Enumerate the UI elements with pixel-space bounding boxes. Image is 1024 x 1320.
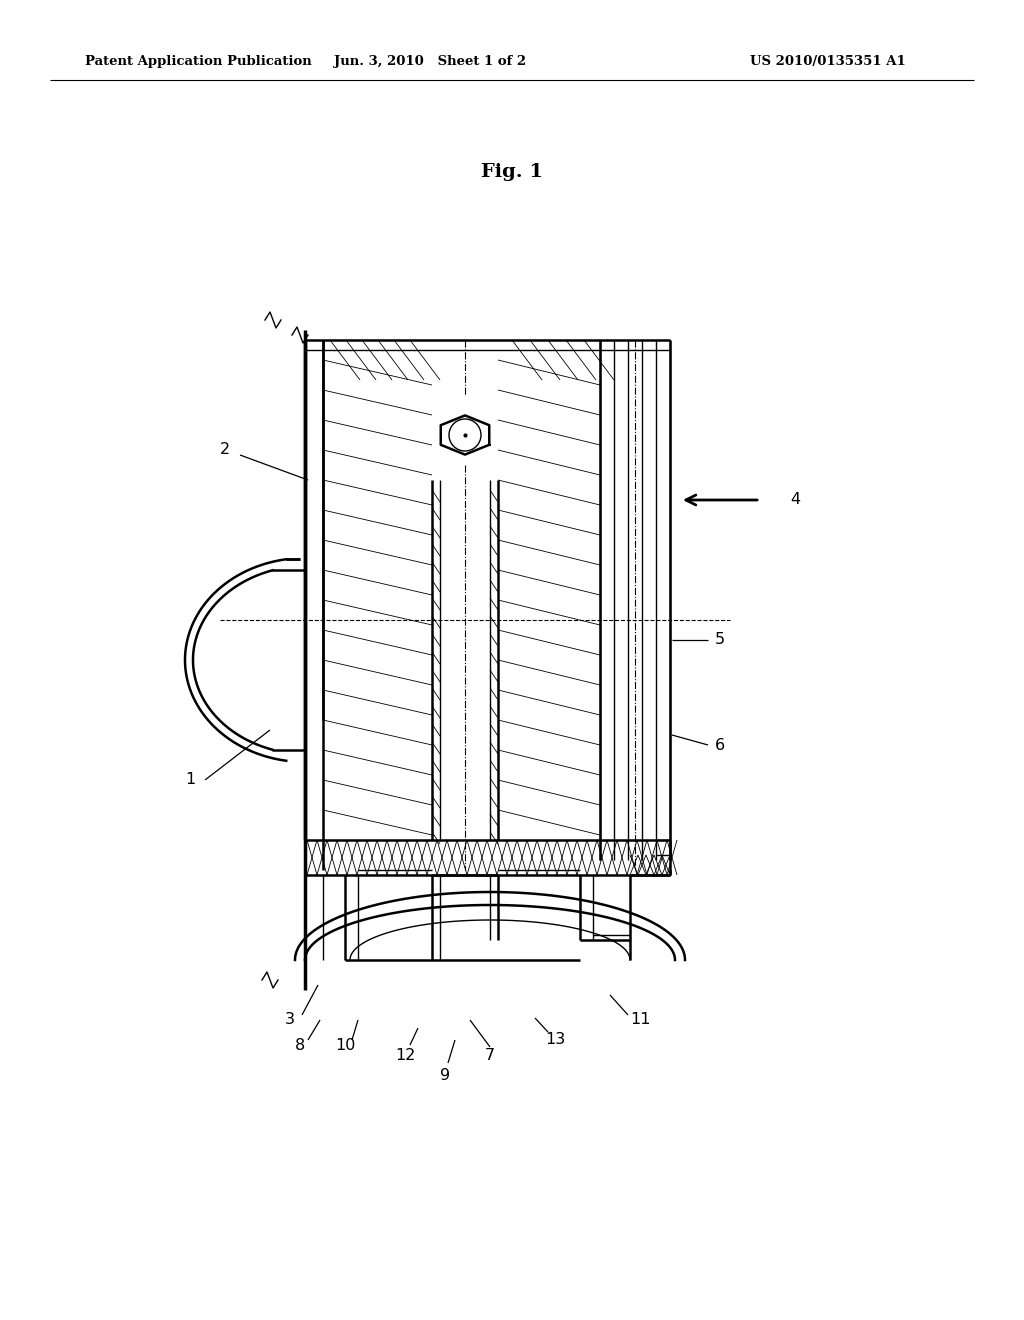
Text: Patent Application Publication: Patent Application Publication [85, 55, 311, 69]
Text: Fig. 1: Fig. 1 [481, 162, 543, 181]
Text: 2: 2 [220, 442, 230, 458]
Text: 13: 13 [545, 1032, 565, 1048]
Text: 5: 5 [715, 632, 725, 648]
Text: 11: 11 [630, 1012, 650, 1027]
Text: 4: 4 [790, 492, 800, 507]
Text: Jun. 3, 2010   Sheet 1 of 2: Jun. 3, 2010 Sheet 1 of 2 [334, 55, 526, 69]
Text: US 2010/0135351 A1: US 2010/0135351 A1 [750, 55, 906, 69]
Text: 3: 3 [285, 1012, 295, 1027]
Text: 7: 7 [485, 1048, 495, 1063]
Text: 6: 6 [715, 738, 725, 752]
Text: 8: 8 [295, 1038, 305, 1052]
Text: 1: 1 [185, 772, 196, 788]
Text: 10: 10 [335, 1038, 355, 1052]
Text: 12: 12 [395, 1048, 415, 1063]
Text: 9: 9 [440, 1068, 451, 1082]
